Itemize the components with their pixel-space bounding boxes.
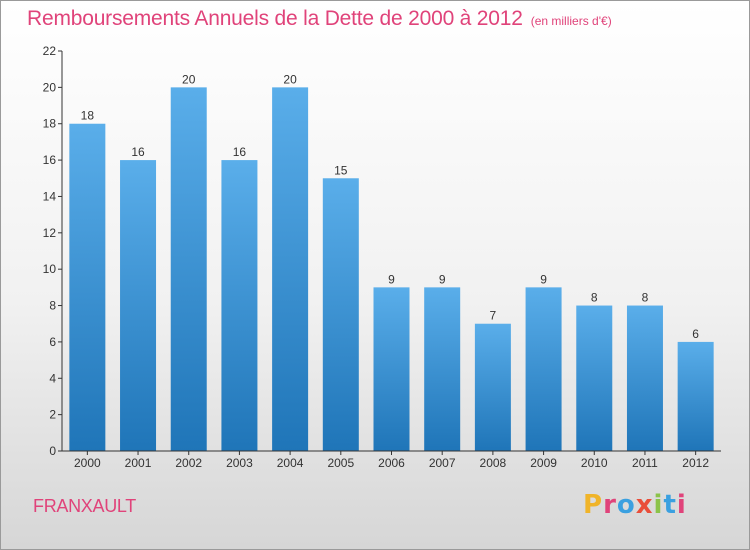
- data-label: 9: [439, 272, 446, 286]
- data-label: 15: [334, 163, 348, 177]
- y-tick-label: 16: [43, 153, 57, 167]
- bar: [677, 341, 714, 451]
- x-tick-label: 2002: [175, 456, 202, 470]
- data-label: 18: [81, 109, 95, 123]
- logo-letter: o: [616, 490, 636, 520]
- data-label: 7: [490, 309, 497, 323]
- chart-subtitle: (en milliers d'€): [530, 14, 612, 28]
- bar: [576, 305, 613, 451]
- data-label: 20: [182, 72, 196, 86]
- x-tick-label: 2010: [581, 456, 608, 470]
- logo-letter: t: [663, 490, 677, 520]
- bar: [272, 87, 309, 451]
- logo-letter: P: [583, 490, 604, 520]
- y-tick-label: 18: [43, 117, 57, 131]
- x-tick-label: 2007: [429, 456, 456, 470]
- data-label: 9: [540, 272, 547, 286]
- x-tick-label: 2001: [125, 456, 152, 470]
- proxiti-logo: Proxiti: [583, 490, 687, 520]
- logo-letter: r: [603, 490, 617, 520]
- x-tick-label: 2000: [74, 456, 101, 470]
- bar: [120, 160, 157, 451]
- y-tick-label: 8: [49, 299, 56, 313]
- title-text: Remboursements Annuels de la Dette de 20…: [27, 7, 523, 30]
- y-tick-label: 0: [49, 444, 56, 458]
- x-tick-label: 2008: [480, 456, 507, 470]
- data-label: 8: [591, 291, 598, 305]
- x-tick-label: 2006: [378, 456, 405, 470]
- chart-title: Remboursements Annuels de la Dette de 20…: [27, 7, 612, 31]
- bar: [373, 287, 410, 451]
- x-tick-label: 2004: [277, 456, 304, 470]
- bar: [474, 323, 511, 451]
- y-tick-label: 6: [49, 335, 56, 349]
- y-tick-label: 10: [43, 262, 57, 276]
- bar: [221, 160, 258, 451]
- bar: [424, 287, 461, 451]
- data-label: 16: [233, 145, 247, 159]
- y-tick-label: 22: [43, 44, 57, 58]
- bar: [525, 287, 562, 451]
- data-label: 20: [283, 72, 297, 86]
- y-tick-label: 12: [43, 226, 57, 240]
- data-label: 9: [388, 272, 395, 286]
- y-tick-label: 14: [43, 189, 57, 203]
- x-tick-label: 2005: [327, 456, 354, 470]
- bar: [170, 87, 207, 451]
- bar: [626, 305, 663, 451]
- logo-letter: i: [676, 490, 687, 520]
- bar: [322, 178, 359, 452]
- data-label: 6: [692, 327, 699, 341]
- bar: [69, 123, 106, 452]
- y-tick-label: 2: [49, 408, 56, 422]
- y-tick-label: 20: [43, 80, 57, 94]
- commune-name: FRANXAULT: [33, 496, 136, 516]
- data-label: 8: [642, 291, 649, 305]
- logo-letter: i: [653, 490, 664, 520]
- y-tick-label: 4: [49, 371, 56, 385]
- x-tick-label: 2003: [226, 456, 253, 470]
- logo-letter: x: [635, 490, 654, 520]
- data-label: 16: [131, 145, 145, 159]
- x-tick-label: 2011: [632, 456, 658, 470]
- x-tick-label: 2012: [682, 456, 709, 470]
- x-tick-label: 2009: [530, 456, 557, 470]
